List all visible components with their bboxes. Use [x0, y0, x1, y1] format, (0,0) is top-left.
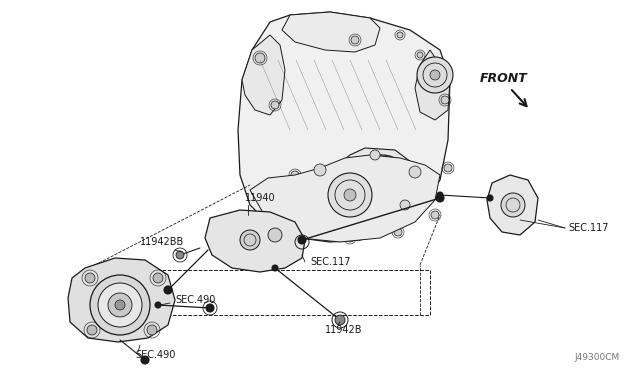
Circle shape	[314, 164, 326, 176]
Text: J49300CM: J49300CM	[575, 353, 620, 362]
Circle shape	[176, 251, 184, 259]
Circle shape	[108, 293, 132, 317]
Circle shape	[346, 234, 354, 242]
Circle shape	[430, 70, 440, 80]
Circle shape	[98, 283, 142, 327]
Circle shape	[298, 236, 306, 244]
Polygon shape	[250, 155, 440, 242]
Text: 11940: 11940	[245, 193, 276, 203]
Circle shape	[85, 273, 95, 283]
Circle shape	[400, 200, 410, 210]
Polygon shape	[487, 175, 538, 235]
Circle shape	[328, 173, 372, 217]
Circle shape	[344, 189, 356, 201]
Circle shape	[141, 356, 149, 364]
Circle shape	[370, 150, 380, 160]
Circle shape	[291, 171, 299, 179]
Circle shape	[164, 286, 172, 294]
Circle shape	[444, 164, 452, 172]
Circle shape	[87, 325, 97, 335]
Circle shape	[417, 57, 453, 93]
Circle shape	[441, 96, 449, 104]
Text: SEC.117: SEC.117	[568, 223, 609, 233]
Circle shape	[487, 195, 493, 201]
Circle shape	[417, 52, 423, 58]
Circle shape	[397, 32, 403, 38]
Circle shape	[206, 304, 214, 312]
Circle shape	[437, 192, 443, 198]
Polygon shape	[68, 258, 175, 342]
Polygon shape	[335, 148, 420, 218]
Text: SEC.117: SEC.117	[310, 257, 351, 267]
Circle shape	[335, 315, 345, 325]
Circle shape	[297, 223, 307, 233]
Circle shape	[240, 230, 260, 250]
Text: SEC.490: SEC.490	[175, 295, 216, 305]
Circle shape	[268, 228, 282, 242]
Circle shape	[271, 101, 279, 109]
Circle shape	[90, 275, 150, 335]
Circle shape	[155, 302, 161, 308]
Circle shape	[255, 53, 265, 63]
Polygon shape	[415, 50, 450, 120]
Text: SEC.490: SEC.490	[135, 350, 175, 360]
Polygon shape	[282, 12, 380, 52]
Circle shape	[409, 166, 421, 178]
Circle shape	[272, 265, 278, 271]
Text: 11942BB: 11942BB	[140, 237, 184, 247]
Circle shape	[394, 228, 402, 236]
Text: 11942B: 11942B	[325, 325, 362, 335]
Circle shape	[147, 325, 157, 335]
Circle shape	[351, 36, 359, 44]
Circle shape	[436, 194, 444, 202]
Polygon shape	[205, 210, 305, 272]
Circle shape	[153, 273, 163, 283]
Circle shape	[431, 211, 439, 219]
Polygon shape	[242, 35, 285, 115]
Circle shape	[354, 155, 410, 211]
Circle shape	[115, 300, 125, 310]
Circle shape	[501, 193, 525, 217]
Polygon shape	[238, 12, 450, 242]
Text: FRONT: FRONT	[480, 71, 528, 84]
Circle shape	[374, 175, 390, 191]
